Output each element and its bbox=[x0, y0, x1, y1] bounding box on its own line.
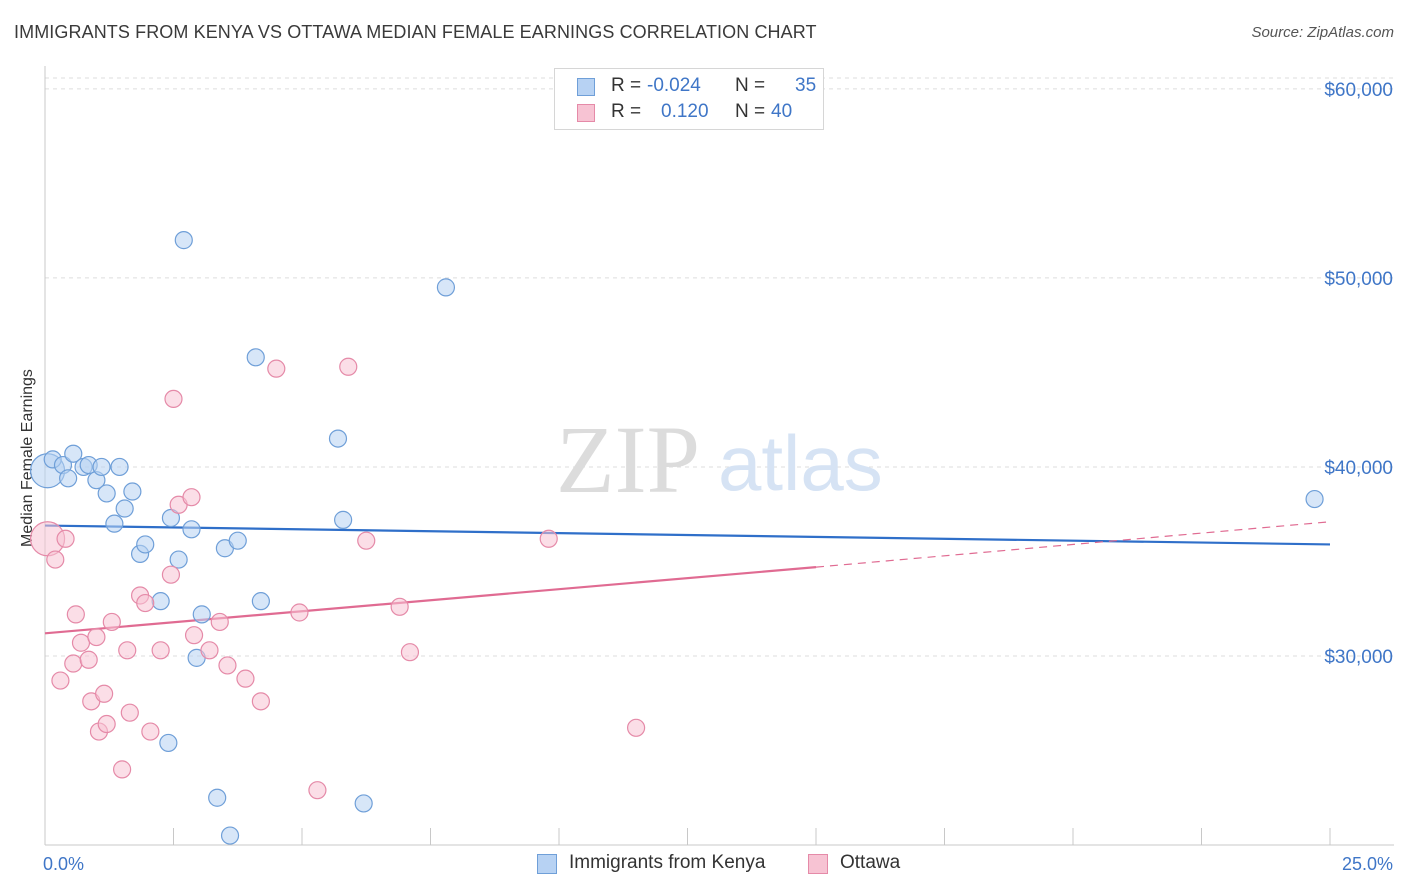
ottawa-point bbox=[95, 684, 114, 703]
kenya-trend-line bbox=[44, 524, 1331, 546]
y-tick-label: $60,000 bbox=[1324, 80, 1393, 101]
x-tick-label: 0.0% bbox=[43, 854, 84, 874]
x-tick-label: 25.0% bbox=[1342, 854, 1393, 874]
label-layer: $30,000 $40,000 $50,000 $60,000 0.0% 25.0% bbox=[43, 80, 1393, 874]
source-credit: Source: ZipAtlas.com bbox=[1251, 24, 1394, 41]
series-swatch-ottawa bbox=[808, 854, 828, 874]
ottawa-trend-extension bbox=[815, 521, 1331, 568]
ottawa-point bbox=[267, 359, 286, 378]
legend-n-value: 35 bbox=[795, 75, 817, 96]
legend-r-value: -0.024 bbox=[647, 75, 701, 96]
kenya-point bbox=[436, 278, 456, 297]
ottawa-point bbox=[102, 612, 121, 632]
ottawa-point bbox=[87, 627, 106, 647]
ottawa-point bbox=[136, 593, 155, 613]
kenya-point bbox=[228, 531, 247, 550]
ottawa-point bbox=[400, 643, 420, 662]
ottawa-point bbox=[218, 656, 237, 675]
kenya-point bbox=[97, 484, 116, 503]
ottawa-point bbox=[64, 654, 83, 673]
kenya-point bbox=[92, 457, 111, 477]
ottawa-point bbox=[210, 612, 229, 632]
ottawa-point bbox=[236, 669, 255, 688]
ottawa-point bbox=[120, 703, 139, 722]
series-swatch-kenya bbox=[537, 854, 557, 874]
trend-layer bbox=[44, 521, 1331, 635]
ottawa-point bbox=[164, 389, 183, 409]
grid-layer bbox=[45, 77, 1394, 657]
kenya-point bbox=[169, 550, 188, 569]
kenya-point bbox=[59, 469, 78, 488]
kenya-point bbox=[174, 231, 193, 250]
ottawa-point bbox=[357, 531, 376, 550]
kenya-point bbox=[115, 499, 134, 518]
legend-r-label: R = bbox=[611, 101, 642, 122]
kenya-point bbox=[354, 794, 373, 813]
kenya-point bbox=[334, 510, 353, 529]
legend-swatch-ottawa bbox=[577, 104, 595, 122]
watermark: ZIP atlas bbox=[556, 406, 883, 513]
kenya-point bbox=[208, 788, 227, 807]
ottawa-point bbox=[112, 760, 132, 779]
watermark-zip: ZIP bbox=[556, 406, 700, 513]
ottawa-point bbox=[308, 781, 327, 800]
ottawa-point bbox=[97, 714, 116, 734]
kenya-point bbox=[151, 592, 170, 611]
ottawa-point bbox=[118, 641, 137, 660]
ottawa-point bbox=[290, 603, 309, 622]
legend-swatch-kenya bbox=[577, 78, 595, 96]
kenya-point bbox=[123, 482, 142, 501]
legend-r-label: R = bbox=[611, 75, 642, 96]
ottawa-point bbox=[184, 626, 204, 645]
kenya-point bbox=[192, 605, 211, 624]
ottawa-point bbox=[182, 488, 201, 507]
kenya-point bbox=[182, 520, 201, 539]
kenya-point bbox=[64, 444, 83, 463]
kenya-point bbox=[136, 535, 155, 554]
ottawa-point bbox=[66, 605, 85, 624]
kenya-point bbox=[105, 514, 124, 533]
ottawa-point bbox=[390, 597, 409, 616]
ottawa-point bbox=[79, 650, 98, 669]
y-tick-label: $40,000 bbox=[1324, 458, 1393, 479]
kenya-point bbox=[1305, 489, 1324, 509]
ottawa-point bbox=[539, 529, 558, 548]
ottawa-point bbox=[251, 692, 270, 711]
series-label-kenya: Immigrants from Kenya bbox=[569, 852, 766, 873]
ottawa-point bbox=[71, 633, 91, 652]
ottawa-point bbox=[141, 722, 160, 741]
y-tick-label: $30,000 bbox=[1324, 647, 1393, 668]
ottawa-point bbox=[200, 641, 219, 660]
ottawa-point bbox=[56, 529, 75, 548]
legend-n-label: N = bbox=[735, 101, 766, 122]
watermark-atlas: atlas bbox=[718, 419, 883, 507]
point-layer bbox=[29, 231, 1324, 845]
kenya-point bbox=[246, 348, 265, 367]
ottawa-point bbox=[46, 550, 65, 569]
legend-n-label: N = bbox=[735, 75, 766, 96]
ottawa-point bbox=[161, 565, 181, 584]
legend-n-value: 40 bbox=[771, 101, 793, 122]
ottawa-point bbox=[339, 357, 358, 376]
kenya-point bbox=[110, 457, 129, 477]
ottawa-point bbox=[51, 671, 70, 690]
ottawa-point bbox=[151, 641, 170, 660]
legend-r-value: 0.120 bbox=[661, 101, 709, 122]
correlation-legend: R = -0.024 N = 35 R = 0.120 N = 40 bbox=[554, 68, 824, 130]
ottawa-trend-line bbox=[44, 566, 817, 635]
y-tick-label: $50,000 bbox=[1324, 269, 1393, 290]
kenya-point bbox=[328, 429, 348, 448]
series-label-ottawa: Ottawa bbox=[840, 852, 901, 873]
ottawa-point bbox=[626, 718, 646, 737]
chart-title: IMMIGRANTS FROM KENYA VS OTTAWA MEDIAN F… bbox=[14, 22, 817, 42]
kenya-point bbox=[159, 733, 178, 753]
kenya-point bbox=[220, 826, 240, 845]
kenya-point bbox=[251, 592, 270, 611]
axis-layer bbox=[44, 66, 1394, 846]
